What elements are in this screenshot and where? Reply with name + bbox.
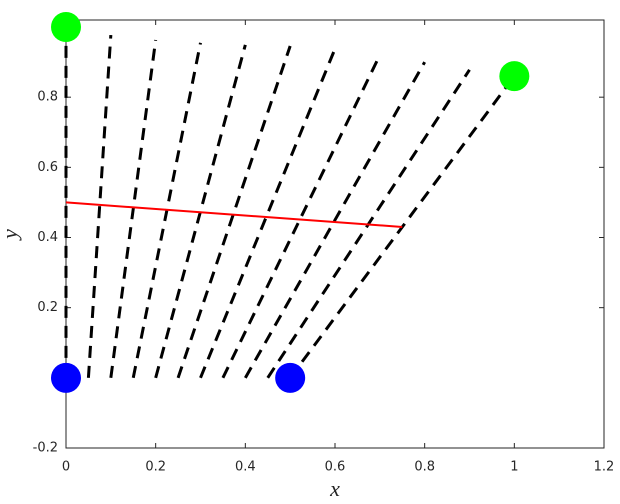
x-tick-label: 0.2	[145, 460, 166, 475]
dashed-line	[244, 61, 426, 379]
y-axis-label: y	[0, 229, 22, 241]
x-tick-label: 0.6	[325, 460, 346, 475]
x-tick-label: 0.4	[235, 460, 256, 475]
dashed-line	[86, 34, 113, 378]
marker	[275, 362, 306, 393]
marker	[51, 362, 81, 393]
y-tick-label: 0.8	[37, 90, 58, 105]
dashed-line	[109, 39, 158, 379]
x-tick-label: 0	[62, 460, 70, 475]
marker	[51, 12, 81, 43]
x-tick-label: 0.8	[414, 460, 435, 475]
x-axis-label: x	[329, 476, 340, 501]
dashed-line	[154, 44, 247, 379]
y-tick-label: -0.2	[33, 441, 58, 456]
y-tick-label: 0.2	[37, 300, 58, 315]
line	[65, 201, 403, 228]
y-tick-label: 0.6	[37, 160, 58, 175]
x-tick-label: 1	[510, 460, 518, 475]
y-tick-label: 0.4	[37, 230, 58, 245]
x-tick-label: 1.2	[594, 460, 615, 475]
marker	[499, 61, 530, 92]
dashed-line	[176, 45, 292, 379]
